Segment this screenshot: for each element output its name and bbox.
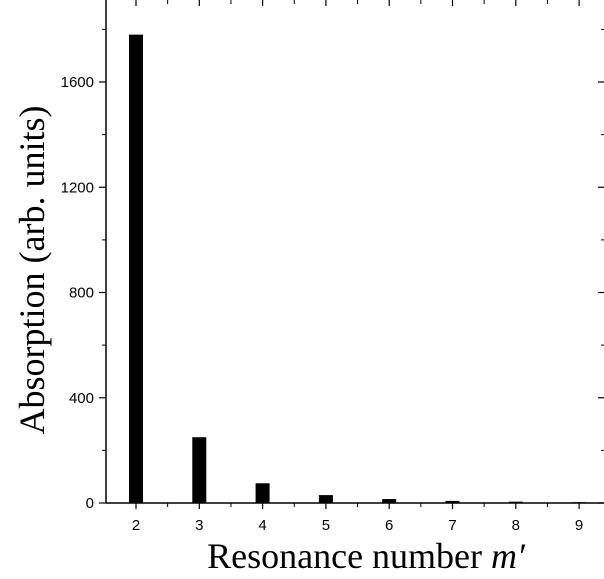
y-ticks-group: 0 400 800 1200 1600 — [61, 28, 604, 512]
bars-group — [129, 34, 587, 503]
x-tick-label: 5 — [322, 517, 330, 534]
y-tick-label: 1600 — [61, 74, 94, 91]
bar-5 — [318, 495, 333, 503]
x-tick-label: 4 — [258, 517, 266, 534]
bar-6 — [382, 499, 397, 503]
bar-2 — [129, 34, 143, 503]
x-tick-label: 8 — [512, 517, 520, 534]
x-tick-label: 2 — [132, 517, 140, 534]
y-tick-label: 0 — [86, 495, 94, 512]
x-ticks-group: 2 3 4 5 6 7 8 9 — [132, 0, 583, 534]
y-tick-label: 400 — [69, 390, 94, 407]
x-tick-label: 3 — [195, 517, 203, 534]
x-axis-title-italic: m′ — [491, 536, 526, 576]
x-axis-title-text: Resonance number — [207, 536, 491, 576]
axes-group — [105, 0, 604, 504]
bar-3 — [192, 437, 207, 503]
y-axis-title: Absorption (arb. units) — [12, 106, 52, 435]
y-tick-label: 1200 — [61, 179, 94, 196]
x-tick-label: 9 — [575, 517, 583, 534]
y-tick-label: 800 — [69, 285, 94, 302]
x-tick-label: 6 — [385, 517, 393, 534]
x-tick-label: 7 — [448, 517, 456, 534]
bar-4 — [255, 483, 270, 503]
x-axis-title: Resonance number m′ — [207, 536, 526, 576]
bar-7 — [445, 500, 460, 503]
